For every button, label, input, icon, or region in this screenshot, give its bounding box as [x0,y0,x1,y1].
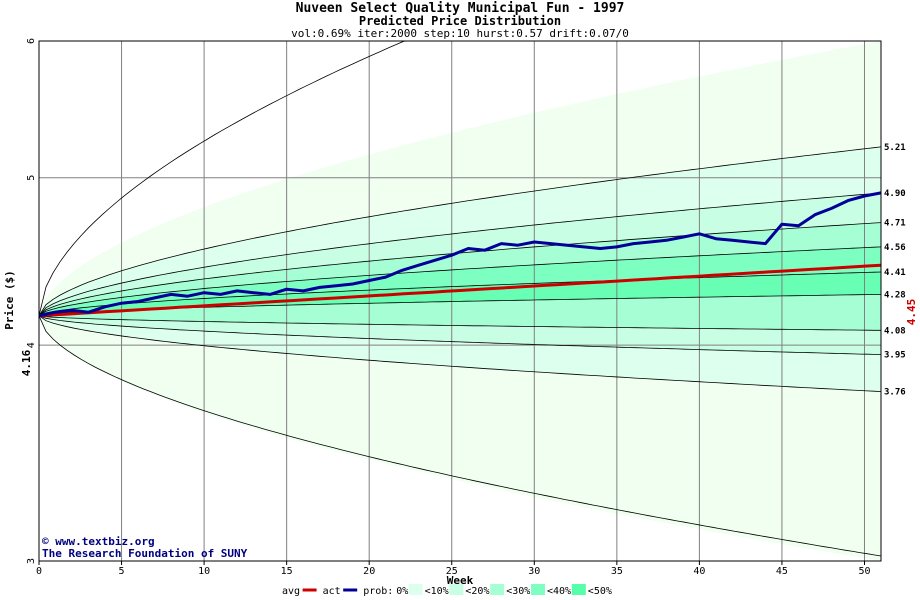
band-inner [39,271,881,316]
y-tick-label-5: 5 [26,175,37,181]
contour-7 [38,315,882,355]
end-price-label: 4.45 [905,299,918,326]
legend-swatch-5 [490,584,505,595]
x-tick-label-20: 20 [363,566,375,577]
x-tick-label-0: 0 [36,566,42,577]
foundation-annotation: The Research Foundation of SUNY [42,547,248,560]
right-label-4: 4.41 [884,268,906,278]
x-tick-label-40: 40 [693,566,705,577]
legend-label-1: act [323,586,341,597]
x-tick-label-5: 5 [119,566,125,577]
contour-8 [38,315,882,392]
contour-6 [38,315,881,331]
right-label-1: 4.90 [884,189,906,199]
contour-9 [38,315,882,557]
copyright-annotation: © www.textbiz.org [42,535,155,548]
right-label-3: 4.56 [884,243,906,253]
x-tick-label-15: 15 [281,566,293,577]
x-tick-label-25: 25 [446,566,458,577]
legend-label-2: prob: [363,586,393,597]
contour-1 [38,192,882,317]
legend-label-3: 0% [396,586,408,597]
legend: avg act prob: 0% <10% <20% <30% <40% <50% [282,584,612,597]
plot-frame [38,40,882,562]
legend-swatch-4 [449,584,464,595]
x-tick-label-30: 30 [528,566,540,577]
right-label-7: 3.95 [884,351,906,361]
x-tick-label-50: 50 [858,566,870,577]
legend-swatch-7 [571,584,586,595]
right-label-2: 4.71 [884,219,906,229]
simulation-params: vol:0.69% iter:2000 step:10 hurst:0.57 d… [291,27,629,40]
right-label-8: 3.76 [884,388,906,398]
contour-4 [38,271,882,317]
legend-label-4: <10% [425,586,449,597]
contour-0 [38,146,882,317]
x-tick-label-45: 45 [776,566,788,577]
legend-label-8: <50% [588,586,612,597]
right-label-6: 4.08 [884,326,906,336]
legend-label-5: <20% [465,586,489,597]
right-label-0: 5.21 [884,143,906,153]
series-lines [38,191,882,318]
x-tick-label-35: 35 [611,566,623,577]
legend-swatch-3 [408,584,423,595]
right-label-5: 4.28 [884,290,906,300]
x-tick-label-10: 10 [198,566,210,577]
legend-label-0: avg [282,586,300,597]
x-axis-label: Week [447,574,474,587]
legend-label-7: <40% [547,586,571,597]
legend-swatch-6 [531,584,545,595]
y-axis-label: Price ($) [3,270,16,330]
y-tick-label-4: 4 [26,342,37,348]
legend-label-6: <30% [506,586,530,597]
start-price-label: 4.16 [20,349,33,376]
y-tick-label-6: 6 [26,38,37,44]
contour-3 [38,246,882,317]
chart-subtitle: Predicted Price Distribution [359,14,561,28]
avg-line [38,263,882,318]
chart-title: Nuveen Select Quality Municipal Fun - 19… [296,1,625,16]
actual-line [38,191,882,318]
right-band-labels: 5.21 4.90 4.71 4.56 4.41 4.28 4.08 3.95 3.76 [884,143,906,398]
y-tick-label-3: 3 [26,558,37,564]
